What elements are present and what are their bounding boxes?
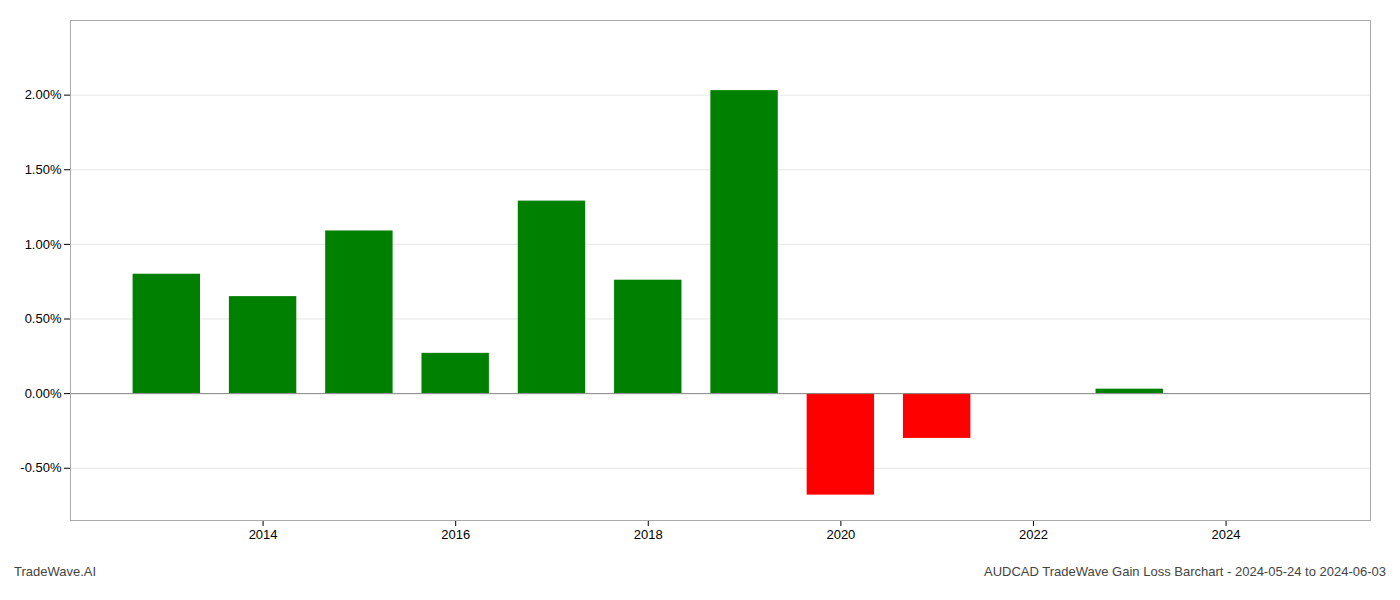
svg-text:2024: 2024 xyxy=(1212,527,1241,542)
svg-text:2018: 2018 xyxy=(634,527,663,542)
svg-text:0.00%: 0.00% xyxy=(25,386,62,401)
svg-text:-0.50%: -0.50% xyxy=(20,460,62,475)
svg-text:2.00%: 2.00% xyxy=(25,87,62,102)
svg-text:2016: 2016 xyxy=(441,527,470,542)
html-text:AUDCAD TradeWave Gain Loss Bar: AUDCAD TradeWave Gain Loss Barchart - 20… xyxy=(984,564,1386,579)
svg-text:2020: 2020 xyxy=(826,527,855,542)
html-text:TradeWave.AI: TradeWave.AI xyxy=(14,564,97,579)
svg-text:1.00%: 1.00% xyxy=(25,237,62,252)
svg-text:0.50%: 0.50% xyxy=(25,311,62,326)
svg-text:2022: 2022 xyxy=(1019,527,1048,542)
svg-text:2014: 2014 xyxy=(249,527,278,542)
svg-text:1.50%: 1.50% xyxy=(25,162,62,177)
